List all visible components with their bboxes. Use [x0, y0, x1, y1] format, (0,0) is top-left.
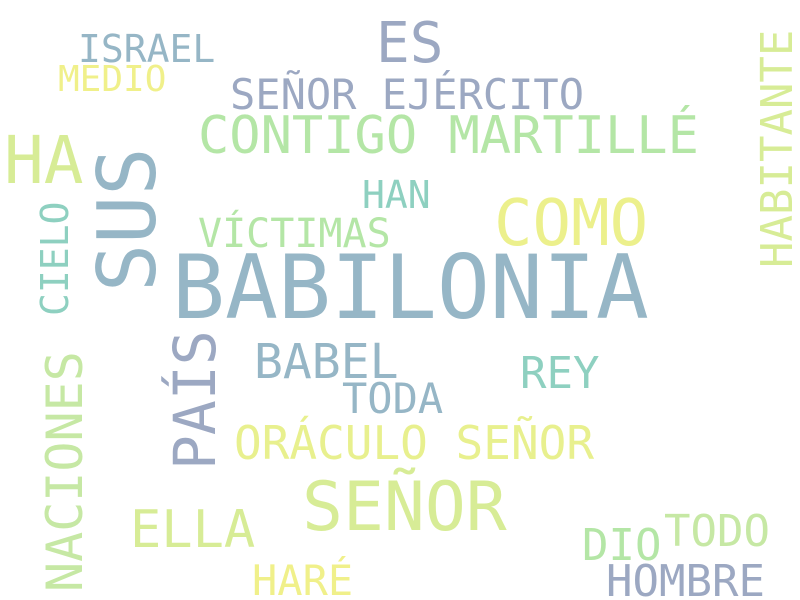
word-han: HAN — [362, 173, 431, 217]
word-israel: ISRAEL — [78, 27, 216, 71]
word-babel: BABEL — [254, 334, 399, 390]
word-dio: DIO — [582, 520, 662, 571]
word-oraculo-senor: ORÁCULO SEÑOR — [234, 416, 595, 470]
word-toda: TODA — [342, 374, 444, 423]
word-contigo-martille: CONTIGO MARTILLÉ — [198, 106, 699, 166]
word-como: COMO — [494, 187, 649, 261]
word-naciones: NACIONES — [36, 351, 94, 592]
word-victimas: VÍCTIMAS — [198, 211, 391, 257]
word-hombre: HOMBRE — [606, 556, 765, 600]
word-habitante: HABITANTE — [752, 29, 800, 268]
word-ella: ELLA — [130, 500, 256, 560]
word-senor: SEÑOR — [302, 468, 507, 547]
word-rey: REY — [520, 348, 600, 399]
word-medio: MEDIO — [58, 59, 167, 100]
word-senor-ejercito: SEÑOR EJÉRCITO — [230, 70, 585, 119]
word-hare: HARÉ — [252, 556, 354, 600]
word-todo: TODO — [664, 506, 770, 557]
word-pais: PAÍS — [161, 330, 229, 470]
word-es: ES — [376, 11, 444, 76]
word-babilonia: BABILONIA — [172, 236, 649, 339]
word-ha: HA — [4, 122, 84, 199]
word-cielo: CIELO — [33, 201, 77, 316]
word-sus: SUS — [81, 147, 174, 293]
